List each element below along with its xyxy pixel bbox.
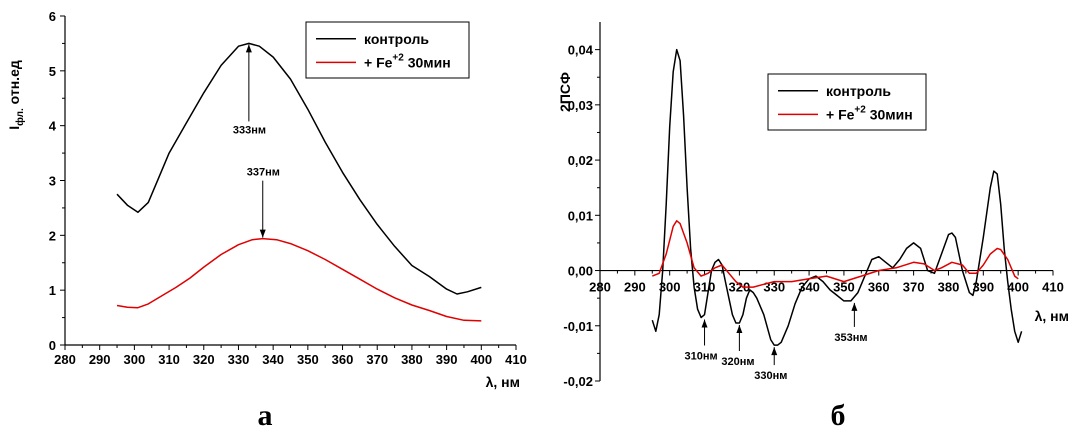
x-tick-label: 410 [505, 352, 527, 367]
x-tick-label: 390 [436, 352, 458, 367]
x-tick-label: 300 [124, 352, 146, 367]
x-tick-label: 340 [262, 352, 284, 367]
annotation-label: 330нм [754, 370, 787, 382]
x-tick-label: 320 [193, 352, 215, 367]
x-tick-label: 280 [589, 280, 611, 295]
y-tick-label: 0,00 [568, 264, 593, 279]
y-tick-label: 0,03 [568, 98, 593, 113]
y-tick-label: 0,01 [568, 208, 593, 223]
y-tick-label: -0,02 [563, 374, 593, 389]
x-tick-label: 370 [903, 280, 925, 295]
x-tick-label: 390 [972, 280, 994, 295]
y-tick-label: 3 [49, 174, 56, 189]
series-control-line [651, 48, 1023, 346]
panel-label: б [831, 399, 846, 432]
y-axis-label: 2ПСФ [557, 72, 573, 112]
x-tick-label: 400 [470, 352, 492, 367]
annotation-label: 337нм [247, 167, 280, 179]
y-tick-label: 6 [49, 9, 56, 24]
legend-label: + Fe+2 30мин [826, 104, 913, 122]
x-tick-label: 290 [624, 280, 646, 295]
y-tick-label: 4 [49, 119, 57, 134]
x-tick-label: 400 [1007, 280, 1029, 295]
y-tick-label: 0,04 [568, 43, 594, 58]
panel-b: 280 290 300 310 320 330 340 350 360 370 380 390 400 4… [557, 22, 1069, 432]
x-tick-label: 280 [54, 352, 76, 367]
annotation-label: 333нм [233, 124, 266, 136]
y-tick-label: 0,02 [568, 153, 593, 168]
x-axis-label: λ, нм [486, 374, 520, 390]
x-tick-label: 360 [868, 280, 890, 295]
y-tick-label: 5 [49, 64, 56, 79]
x-tick-label: 320 [729, 280, 751, 295]
annotation-arrow-head [736, 325, 743, 334]
x-tick-label: 310 [158, 352, 180, 367]
annotation-arrow-head [259, 229, 266, 238]
annotation-arrow-head [771, 347, 778, 356]
x-tick-label: 350 [297, 352, 319, 367]
legend-label: + Fe+2 30мин [364, 52, 451, 70]
legend-box [767, 73, 927, 131]
x-tick-label: 380 [938, 280, 960, 295]
x-tick-label: 380 [401, 352, 423, 367]
annotation-arrow-head [851, 302, 858, 311]
annotation-label: 310нм [685, 350, 718, 362]
legend-label: контроль [826, 83, 891, 99]
x-tick-label: 300 [659, 280, 681, 295]
annotation-label: 320нм [721, 356, 754, 368]
x-tick-label: 370 [366, 352, 388, 367]
annotation-label: 353нм [834, 332, 867, 344]
x-tick-label: 340 [798, 280, 820, 295]
series-fe-line [652, 220, 1019, 288]
x-tick-label: 360 [332, 352, 354, 367]
y-tick-label: 1 [49, 283, 56, 298]
panel-label: а [258, 399, 273, 432]
x-tick-label: 330 [228, 352, 250, 367]
x-tick-label: 290 [89, 352, 111, 367]
annotation-arrow-head [701, 319, 708, 328]
series-fe-line [116, 237, 482, 322]
series-control-line [116, 42, 482, 295]
x-tick-label: 350 [833, 280, 855, 295]
panel-a: 280 290 300 310 320 330 340 350 360 370 380 390 400 4… [6, 9, 527, 432]
x-tick-label: 410 [1042, 280, 1064, 295]
legend-box [305, 21, 470, 79]
annotation-arrow-head [245, 44, 252, 53]
x-axis-label: λ, нм [1035, 308, 1069, 324]
legend-label: контроль [364, 31, 429, 47]
y-tick-label: -0,01 [563, 319, 593, 334]
x-tick-label: 310 [694, 280, 716, 295]
y-tick-label: 2 [49, 228, 56, 243]
y-tick-label: 0 [49, 338, 56, 353]
y-axis-label: Iфл. отн.ед [6, 60, 26, 130]
